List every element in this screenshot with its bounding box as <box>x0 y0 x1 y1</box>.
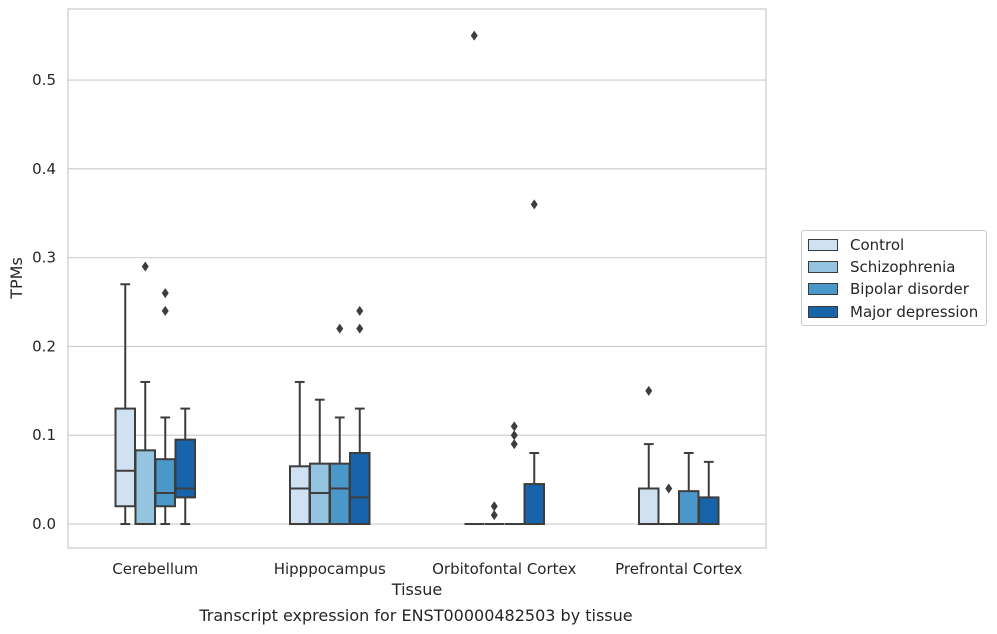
x-tick-label-1: Hipppocampus <box>274 560 386 578</box>
legend-swatch-major-depression <box>808 306 838 318</box>
box-body <box>154 458 176 508</box>
outlier-2 <box>510 421 518 432</box>
y-tick-label-4: 0.4 <box>32 160 56 178</box>
box-body <box>638 487 660 526</box>
gridlines <box>68 79 766 525</box>
box-plot-series <box>114 30 720 526</box>
plot-frame <box>67 8 767 549</box>
outlier-0 <box>141 261 149 272</box>
box-2-1 <box>484 501 504 526</box>
figure-caption: Transcript expression for ENST0000048250… <box>199 606 633 625</box>
box-0-0 <box>114 283 136 526</box>
outlier-0 <box>510 439 518 450</box>
box-1-2 <box>329 323 351 526</box>
legend-item-schizophrenia: Schizophrenia <box>808 257 955 277</box>
y-axis-label: TPMs <box>7 257 26 300</box>
box-2-0 <box>464 30 484 526</box>
y-tick-label-2: 0.2 <box>32 337 56 355</box>
outlier-0 <box>470 30 478 41</box>
legend: Control Schizophrenia Bipolar disorder M… <box>801 230 987 326</box>
box-1-1 <box>309 398 331 526</box>
legend-item-control: Control <box>808 235 904 255</box>
box-body <box>134 449 156 526</box>
x-axis-label: Tissue <box>391 580 442 599</box>
outlier-0 <box>356 323 364 334</box>
outlier-0 <box>645 385 653 396</box>
box-2-3 <box>523 199 545 526</box>
box-1-0 <box>289 380 311 526</box>
outlier-1 <box>356 305 364 316</box>
x-tick-label-0: Cerebellum <box>112 560 198 578</box>
legend-swatch-control <box>808 239 838 251</box>
x-tick-label-2: Orbitofontal Cortex <box>432 560 576 578</box>
box-body <box>523 483 545 526</box>
x-tick-labels: Cerebellum Hipppocampus Orbitofontal Corte… <box>112 560 742 578</box>
box-1-3 <box>349 305 371 526</box>
box-body <box>329 462 351 526</box>
outlier-0 <box>490 510 498 521</box>
outlier-0 <box>336 323 344 334</box>
box-2-2 <box>504 421 524 526</box>
legend-label-bipolar-disorder: Bipolar disorder <box>850 280 969 298</box>
legend-swatch-schizophrenia <box>808 261 838 273</box>
box-body <box>349 451 371 526</box>
box-body <box>289 465 311 526</box>
y-tick-label-3: 0.3 <box>32 249 56 267</box>
legend-label-control: Control <box>850 236 905 254</box>
box-body <box>114 407 136 508</box>
box-3-1 <box>659 483 679 526</box>
outlier-0 <box>665 483 673 494</box>
box-0-2 <box>154 288 176 526</box>
outlier-1 <box>510 430 518 441</box>
outlier-0 <box>530 199 538 210</box>
legend-item-bipolar-disorder: Bipolar disorder <box>808 279 969 299</box>
y-tick-label-5: 0.5 <box>32 71 56 89</box>
legend-swatch-bipolar-disorder <box>808 283 838 295</box>
legend-label-major-depression: Major depression <box>850 303 979 321</box>
y-tick-labels: 0.0 0.1 0.2 0.3 0.4 0.5 <box>32 71 56 533</box>
outlier-1 <box>490 501 498 512</box>
box-body <box>678 490 700 526</box>
box-body <box>174 438 196 499</box>
y-tick-label-1: 0.1 <box>32 426 56 444</box>
outlier-0 <box>161 305 169 316</box>
box-0-3 <box>174 407 196 526</box>
legend-item-major-depression: Major depression <box>808 302 978 322</box>
box-3-3 <box>698 460 720 526</box>
outlier-1 <box>161 288 169 299</box>
legend-label-schizophrenia: Schizophrenia <box>850 258 956 276</box>
box-0-1 <box>134 261 156 526</box>
box-3-0 <box>638 385 660 526</box>
y-tick-label-0: 0.0 <box>32 515 56 533</box>
x-tick-label-3: Prefrontal Cortex <box>615 560 742 578</box>
box-body <box>698 496 720 526</box>
box-3-2 <box>678 451 700 526</box>
